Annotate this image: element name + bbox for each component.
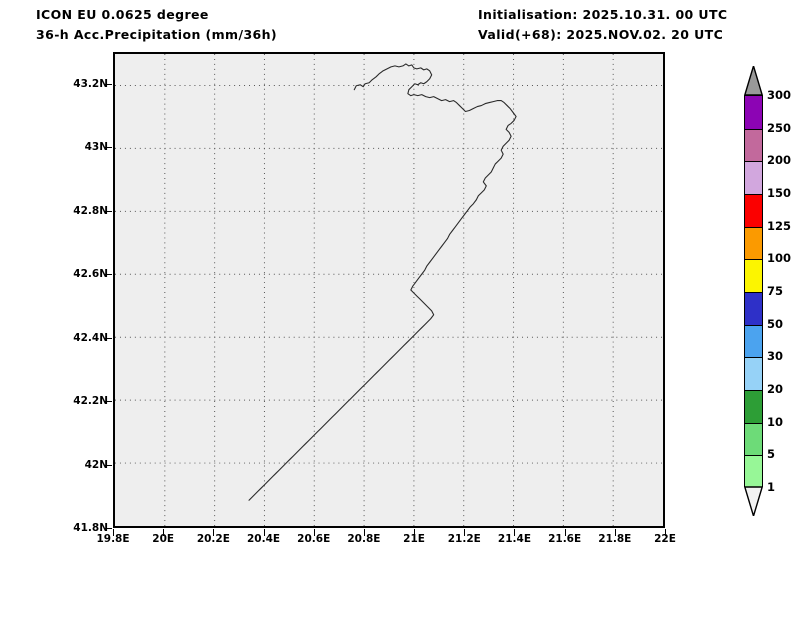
kosovo-border-path bbox=[248, 63, 517, 501]
initialisation-time: Initialisation: 2025.10.31. 00 UTC bbox=[478, 7, 728, 22]
x-tick-mark-3 bbox=[263, 529, 265, 536]
x-tick-label-10: 21.8E bbox=[598, 533, 632, 545]
colorbar-label-200: 200 bbox=[767, 153, 792, 168]
y-tick-label-2: 42.8N bbox=[73, 204, 108, 217]
y-tick-mark-0 bbox=[105, 83, 112, 85]
country-border-outline bbox=[248, 63, 517, 501]
x-tick-mark-9 bbox=[564, 529, 566, 536]
x-tick-mark-4 bbox=[313, 529, 315, 536]
x-tick-label-9: 21.6E bbox=[548, 533, 582, 545]
y-tick-label-4: 42.4N bbox=[73, 331, 108, 344]
x-tick-mark-11 bbox=[665, 529, 666, 536]
map-gridlines bbox=[115, 54, 663, 526]
x-tick-label-7: 21.2E bbox=[447, 533, 481, 545]
x-tick-label-5: 20.8E bbox=[347, 533, 381, 545]
latitude-axis: 43.2N 43N 42.8N 42.6N 42.4N 42.2N 42N 41.8N bbox=[40, 52, 108, 534]
colorbar-band-100-125 bbox=[745, 226, 762, 260]
colorbar-bands bbox=[744, 95, 763, 488]
valid-time: Valid(+68): 2025.NOV.02. 20 UTC bbox=[478, 27, 724, 42]
colorbar-label-150: 150 bbox=[767, 186, 792, 200]
x-tick-label-4: 20.6E bbox=[297, 533, 331, 545]
y-tick-label-3: 42.6N bbox=[73, 268, 108, 281]
colorbar-over-arrow bbox=[744, 66, 763, 96]
colorbar-label-50: 50 bbox=[767, 316, 784, 331]
x-tick-label-8: 21.4E bbox=[497, 533, 531, 545]
colorbar-band-10-20 bbox=[745, 389, 762, 423]
product-title: 36-h Acc.Precipitation (mm/36h) bbox=[36, 27, 278, 42]
colorbar-label-5: 5 bbox=[767, 447, 776, 462]
colorbar-band-150-200 bbox=[745, 161, 762, 194]
colorbar-band-30-50 bbox=[745, 324, 762, 358]
y-tick-label-6: 42N bbox=[84, 458, 108, 471]
y-tick-label-1: 43N bbox=[84, 141, 108, 154]
x-tick-mark-0 bbox=[113, 529, 114, 536]
y-tick-label-5: 42.2N bbox=[73, 395, 108, 408]
colorbar-label-250: 250 bbox=[767, 120, 792, 135]
x-tick-label-6: 21E bbox=[403, 533, 425, 545]
x-tick-mark-10 bbox=[614, 529, 616, 536]
colorbar-band-75-100 bbox=[745, 259, 762, 292]
colorbar-band-250-300 bbox=[745, 96, 762, 129]
x-tick-mark-6 bbox=[414, 529, 416, 536]
colorbar-band-200-250 bbox=[745, 128, 762, 162]
y-tick-label-7: 41.8N bbox=[73, 522, 108, 534]
x-tick-label-2: 20.2E bbox=[196, 533, 230, 545]
x-tick-mark-1 bbox=[163, 529, 165, 536]
colorbar-band-50-75 bbox=[745, 291, 762, 325]
y-tick-mark-2 bbox=[105, 210, 112, 212]
y-tick-mark-3 bbox=[105, 274, 112, 276]
x-tick-mark-2 bbox=[213, 529, 215, 536]
colorbar-label-300: 300 bbox=[767, 88, 792, 102]
x-tick-mark-5 bbox=[363, 529, 365, 536]
colorbar-under-arrow bbox=[744, 486, 763, 516]
map-plot-area bbox=[113, 52, 665, 528]
y-tick-mark-5 bbox=[105, 401, 112, 403]
colorbar-label-20: 20 bbox=[767, 382, 784, 396]
x-tick-mark-8 bbox=[514, 529, 516, 536]
precipitation-colorbar: 300 250 200 150 125 100 75 50 30 20 10 5 1 bbox=[744, 66, 791, 516]
x-tick-label-3: 20.4E bbox=[246, 533, 281, 545]
colorbar-band-125-150 bbox=[745, 193, 762, 227]
colorbar-band-1-5 bbox=[745, 455, 762, 488]
x-tick-label-11: 22E bbox=[654, 533, 676, 545]
colorbar-label-10: 10 bbox=[767, 414, 784, 429]
colorbar-label-30: 30 bbox=[767, 349, 784, 364]
colorbar-band-5-10 bbox=[745, 422, 762, 456]
y-tick-label-0: 43.2N bbox=[73, 77, 108, 90]
colorbar-label-125: 125 bbox=[767, 218, 792, 233]
x-tick-label-1: 20E bbox=[152, 533, 175, 545]
colorbar-label-100: 100 bbox=[767, 251, 792, 266]
colorbar-band-20-30 bbox=[745, 357, 762, 390]
y-tick-mark-7 bbox=[105, 528, 112, 529]
y-tick-mark-1 bbox=[105, 147, 112, 149]
y-tick-mark-4 bbox=[105, 337, 112, 339]
x-tick-mark-7 bbox=[464, 529, 466, 536]
x-tick-label-0: 19.8E bbox=[96, 533, 130, 545]
colorbar-label-75: 75 bbox=[767, 284, 784, 298]
colorbar-label-1: 1 bbox=[767, 480, 776, 494]
longitude-axis: 19.8E 20E 20.2E 20.4E 20.6E 20.8E 21E 21.2E 21.4… bbox=[96, 533, 675, 551]
y-tick-mark-6 bbox=[105, 464, 112, 466]
model-title: ICON EU 0.0625 degree bbox=[36, 7, 209, 22]
